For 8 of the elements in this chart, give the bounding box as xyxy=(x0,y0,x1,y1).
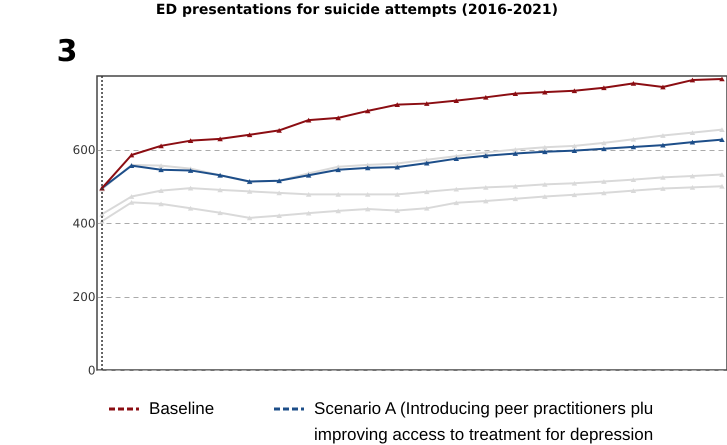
chart-title: ED presentations for suicide attempts (2016-2021) xyxy=(156,2,558,18)
y-tick-label: 0 xyxy=(88,364,96,378)
y-tick-label: 400 xyxy=(72,216,96,230)
y-tick-label: 200 xyxy=(72,290,96,304)
legend-label: Baseline xyxy=(149,399,214,418)
y-tick-label: 600 xyxy=(72,143,96,157)
text: 3 xyxy=(56,34,78,69)
legend-label: Scenario A (Introducing peer practitioners plu improving access to treatment for depression xyxy=(314,399,654,444)
